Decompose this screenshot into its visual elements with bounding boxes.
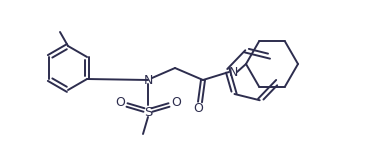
Text: O: O [193, 103, 203, 116]
Text: N: N [228, 65, 238, 79]
Text: N: N [143, 73, 153, 87]
Text: O: O [115, 96, 125, 109]
Text: O: O [171, 96, 181, 109]
Text: S: S [144, 105, 152, 119]
